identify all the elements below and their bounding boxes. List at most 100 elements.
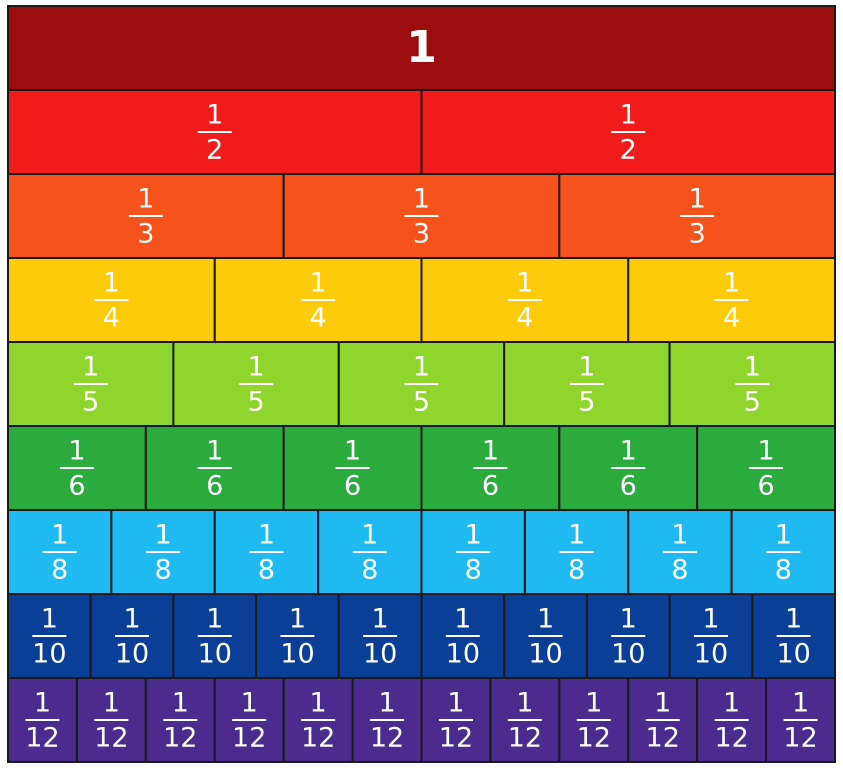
numerator: 1 bbox=[172, 688, 189, 719]
numerator: 1 bbox=[568, 520, 585, 551]
numerator: 1 bbox=[744, 352, 761, 383]
denominator: 8 bbox=[568, 555, 585, 586]
denominator: 10 bbox=[776, 639, 810, 670]
numerator: 1 bbox=[68, 436, 85, 467]
numerator: 1 bbox=[537, 604, 554, 635]
numerator: 1 bbox=[41, 604, 58, 635]
numerator: 1 bbox=[248, 352, 265, 383]
denominator: 2 bbox=[620, 135, 637, 166]
numerator: 1 bbox=[723, 268, 740, 299]
numerator: 1 bbox=[620, 436, 637, 467]
denominator: 5 bbox=[578, 387, 595, 418]
denominator: 10 bbox=[280, 639, 314, 670]
numerator: 1 bbox=[620, 100, 637, 131]
numerator: 1 bbox=[241, 688, 258, 719]
denominator: 10 bbox=[446, 639, 480, 670]
denominator: 12 bbox=[646, 723, 680, 754]
denominator: 4 bbox=[516, 303, 533, 334]
denominator: 8 bbox=[154, 555, 171, 586]
denominator: 8 bbox=[465, 555, 482, 586]
denominator: 6 bbox=[344, 471, 361, 502]
numerator: 1 bbox=[258, 520, 275, 551]
denominator: 12 bbox=[163, 723, 197, 754]
numerator: 1 bbox=[310, 268, 327, 299]
numerator: 1 bbox=[378, 688, 395, 719]
denominator: 2 bbox=[206, 135, 223, 166]
denominator: 4 bbox=[723, 303, 740, 334]
denominator: 3 bbox=[137, 219, 154, 250]
denominator: 10 bbox=[115, 639, 149, 670]
numerator: 1 bbox=[344, 436, 361, 467]
denominator: 12 bbox=[94, 723, 128, 754]
denominator: 6 bbox=[206, 471, 223, 502]
numerator: 1 bbox=[206, 604, 223, 635]
denominator: 12 bbox=[508, 723, 542, 754]
denominator: 8 bbox=[361, 555, 378, 586]
denominator: 6 bbox=[620, 471, 637, 502]
tile bbox=[7, 5, 836, 91]
numerator: 1 bbox=[454, 604, 471, 635]
denominator: 8 bbox=[775, 555, 792, 586]
numerator: 1 bbox=[103, 268, 120, 299]
denominator: 4 bbox=[103, 303, 120, 334]
numerator: 1 bbox=[310, 688, 327, 719]
denominator: 3 bbox=[689, 219, 706, 250]
numerator: 1 bbox=[123, 604, 140, 635]
denominator: 10 bbox=[363, 639, 397, 670]
numerator: 1 bbox=[447, 688, 464, 719]
denominator: 10 bbox=[611, 639, 645, 670]
numerator: 1 bbox=[723, 688, 740, 719]
numerator: 1 bbox=[361, 520, 378, 551]
denominator: 6 bbox=[482, 471, 499, 502]
numerator: 1 bbox=[82, 352, 99, 383]
denominator: 10 bbox=[198, 639, 232, 670]
numerator: 1 bbox=[654, 688, 671, 719]
denominator: 10 bbox=[32, 639, 66, 670]
tile bbox=[110, 509, 216, 595]
numerator: 1 bbox=[413, 352, 430, 383]
denominator: 8 bbox=[51, 555, 68, 586]
denominator: 12 bbox=[439, 723, 473, 754]
numerator: 1 bbox=[206, 100, 223, 131]
denominator: 6 bbox=[68, 471, 85, 502]
denominator: 12 bbox=[577, 723, 611, 754]
numerator: 1 bbox=[689, 184, 706, 215]
denominator: 10 bbox=[694, 639, 728, 670]
numerator: 1 bbox=[702, 604, 719, 635]
numerator: 1 bbox=[482, 436, 499, 467]
numerator: 1 bbox=[289, 604, 306, 635]
tile bbox=[751, 593, 836, 679]
numerator: 1 bbox=[620, 604, 637, 635]
numerator: 1 bbox=[671, 520, 688, 551]
denominator: 12 bbox=[25, 723, 59, 754]
numerator: 1 bbox=[103, 688, 120, 719]
numerator: 1 bbox=[516, 688, 533, 719]
numerator: 1 bbox=[51, 520, 68, 551]
denominator: 3 bbox=[413, 219, 430, 250]
numerator: 1 bbox=[516, 268, 533, 299]
denominator: 5 bbox=[744, 387, 761, 418]
denominator: 12 bbox=[232, 723, 266, 754]
denominator: 5 bbox=[248, 387, 265, 418]
numerator: 1 bbox=[34, 688, 51, 719]
denominator: 6 bbox=[757, 471, 774, 502]
denominator: 4 bbox=[310, 303, 327, 334]
denominator: 12 bbox=[301, 723, 335, 754]
numerator: 1 bbox=[775, 520, 792, 551]
numerator: 1 bbox=[406, 22, 437, 73]
denominator: 12 bbox=[783, 723, 817, 754]
denominator: 8 bbox=[671, 555, 688, 586]
denominator: 8 bbox=[258, 555, 275, 586]
numerator: 1 bbox=[792, 688, 809, 719]
numerator: 1 bbox=[413, 184, 430, 215]
denominator: 5 bbox=[413, 387, 430, 418]
numerator: 1 bbox=[785, 604, 802, 635]
numerator: 1 bbox=[757, 436, 774, 467]
denominator: 10 bbox=[528, 639, 562, 670]
numerator: 1 bbox=[578, 352, 595, 383]
numerator: 1 bbox=[137, 184, 154, 215]
numerator: 1 bbox=[154, 520, 171, 551]
denominator: 12 bbox=[370, 723, 404, 754]
